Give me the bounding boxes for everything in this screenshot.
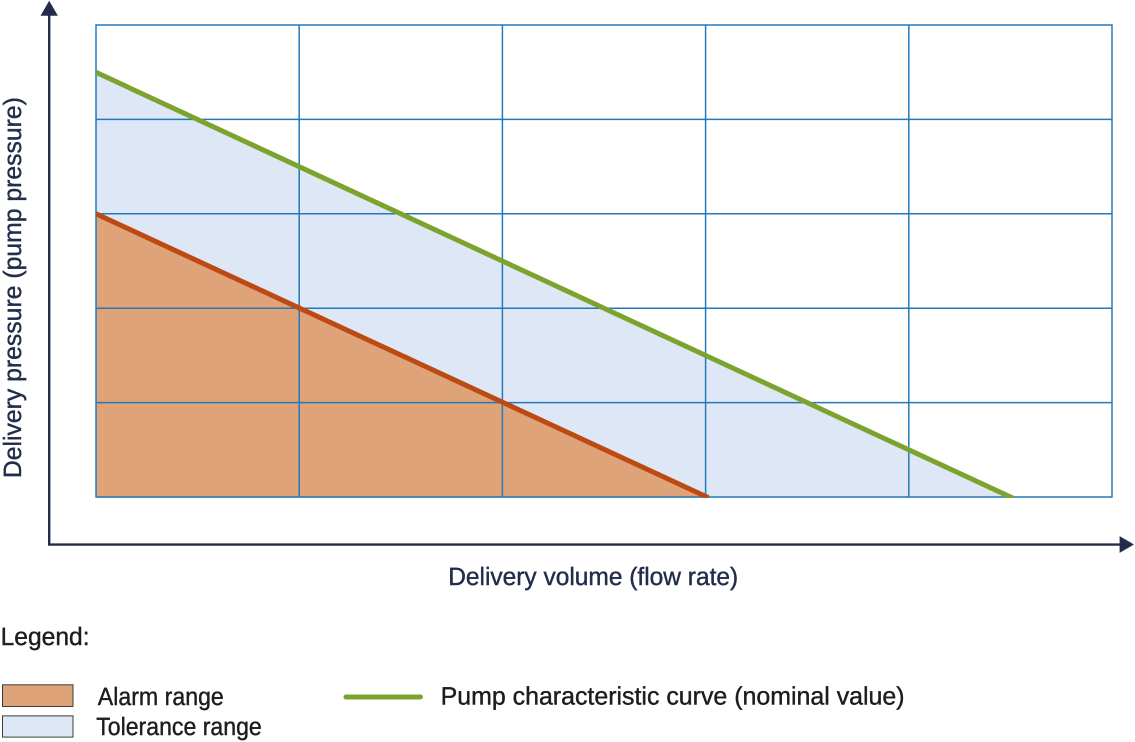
svg-text:Tolerance range: Tolerance range <box>96 713 262 741</box>
svg-text:Pump characteristic curve (nom: Pump characteristic curve (nominal value… <box>441 683 905 711</box>
svg-text:Legend:: Legend: <box>1 623 90 651</box>
svg-text:Alarm range: Alarm range <box>98 683 224 711</box>
svg-text:Delivery volume (flow rate): Delivery volume (flow rate) <box>448 563 738 591</box>
svg-text:Delivery pressure (pump pressu: Delivery pressure (pump pressure) <box>0 97 27 478</box>
